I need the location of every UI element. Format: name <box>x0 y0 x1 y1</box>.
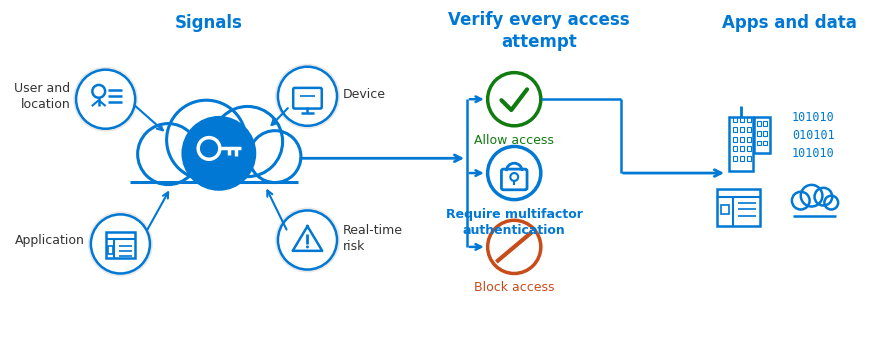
Circle shape <box>278 67 337 126</box>
Circle shape <box>275 208 340 273</box>
Bar <box>763 121 767 126</box>
Circle shape <box>166 100 246 180</box>
Text: Real-time
risk: Real-time risk <box>343 223 402 252</box>
Circle shape <box>487 146 541 200</box>
Text: Allow access: Allow access <box>474 134 554 146</box>
Circle shape <box>487 220 541 274</box>
Circle shape <box>76 70 135 129</box>
Circle shape <box>306 245 309 249</box>
Bar <box>108 246 113 254</box>
Circle shape <box>74 67 138 132</box>
Bar <box>758 121 761 126</box>
Bar <box>746 127 751 132</box>
Circle shape <box>88 211 153 276</box>
Text: Block access: Block access <box>474 281 555 294</box>
Text: Signals: Signals <box>175 13 243 31</box>
Bar <box>739 156 744 161</box>
Circle shape <box>815 188 832 205</box>
Bar <box>721 204 729 214</box>
Text: User and
location: User and location <box>14 82 70 111</box>
Circle shape <box>181 116 256 191</box>
Bar <box>739 127 744 132</box>
Text: Application: Application <box>15 234 85 247</box>
Bar <box>729 117 752 171</box>
Bar <box>758 140 761 145</box>
FancyBboxPatch shape <box>792 198 837 217</box>
Bar <box>733 117 737 122</box>
Circle shape <box>792 192 809 209</box>
Circle shape <box>213 107 283 176</box>
Bar <box>746 156 751 161</box>
Bar <box>763 131 767 136</box>
Bar <box>746 117 751 122</box>
Text: 101010
010101
101010: 101010 010101 101010 <box>792 111 835 160</box>
Bar <box>754 117 770 153</box>
Text: Verify every access
attempt: Verify every access attempt <box>448 11 630 51</box>
Circle shape <box>91 214 150 274</box>
Bar <box>733 156 737 161</box>
Bar <box>739 117 744 122</box>
Text: Device: Device <box>343 88 386 101</box>
Circle shape <box>278 210 337 270</box>
Bar <box>763 140 767 145</box>
Text: Require multifactor
authentication: Require multifactor authentication <box>445 208 583 237</box>
Bar <box>739 137 744 142</box>
Circle shape <box>249 131 301 183</box>
Bar <box>733 127 737 132</box>
Circle shape <box>801 185 822 207</box>
Bar <box>733 137 737 142</box>
Bar <box>758 131 761 136</box>
Circle shape <box>487 73 541 126</box>
FancyBboxPatch shape <box>128 155 300 184</box>
Bar <box>739 146 744 151</box>
Circle shape <box>824 196 838 209</box>
Bar <box>733 146 737 151</box>
Text: Apps and data: Apps and data <box>723 13 858 31</box>
Bar <box>746 146 751 151</box>
Circle shape <box>137 124 199 185</box>
Bar <box>746 137 751 142</box>
Circle shape <box>275 64 340 129</box>
